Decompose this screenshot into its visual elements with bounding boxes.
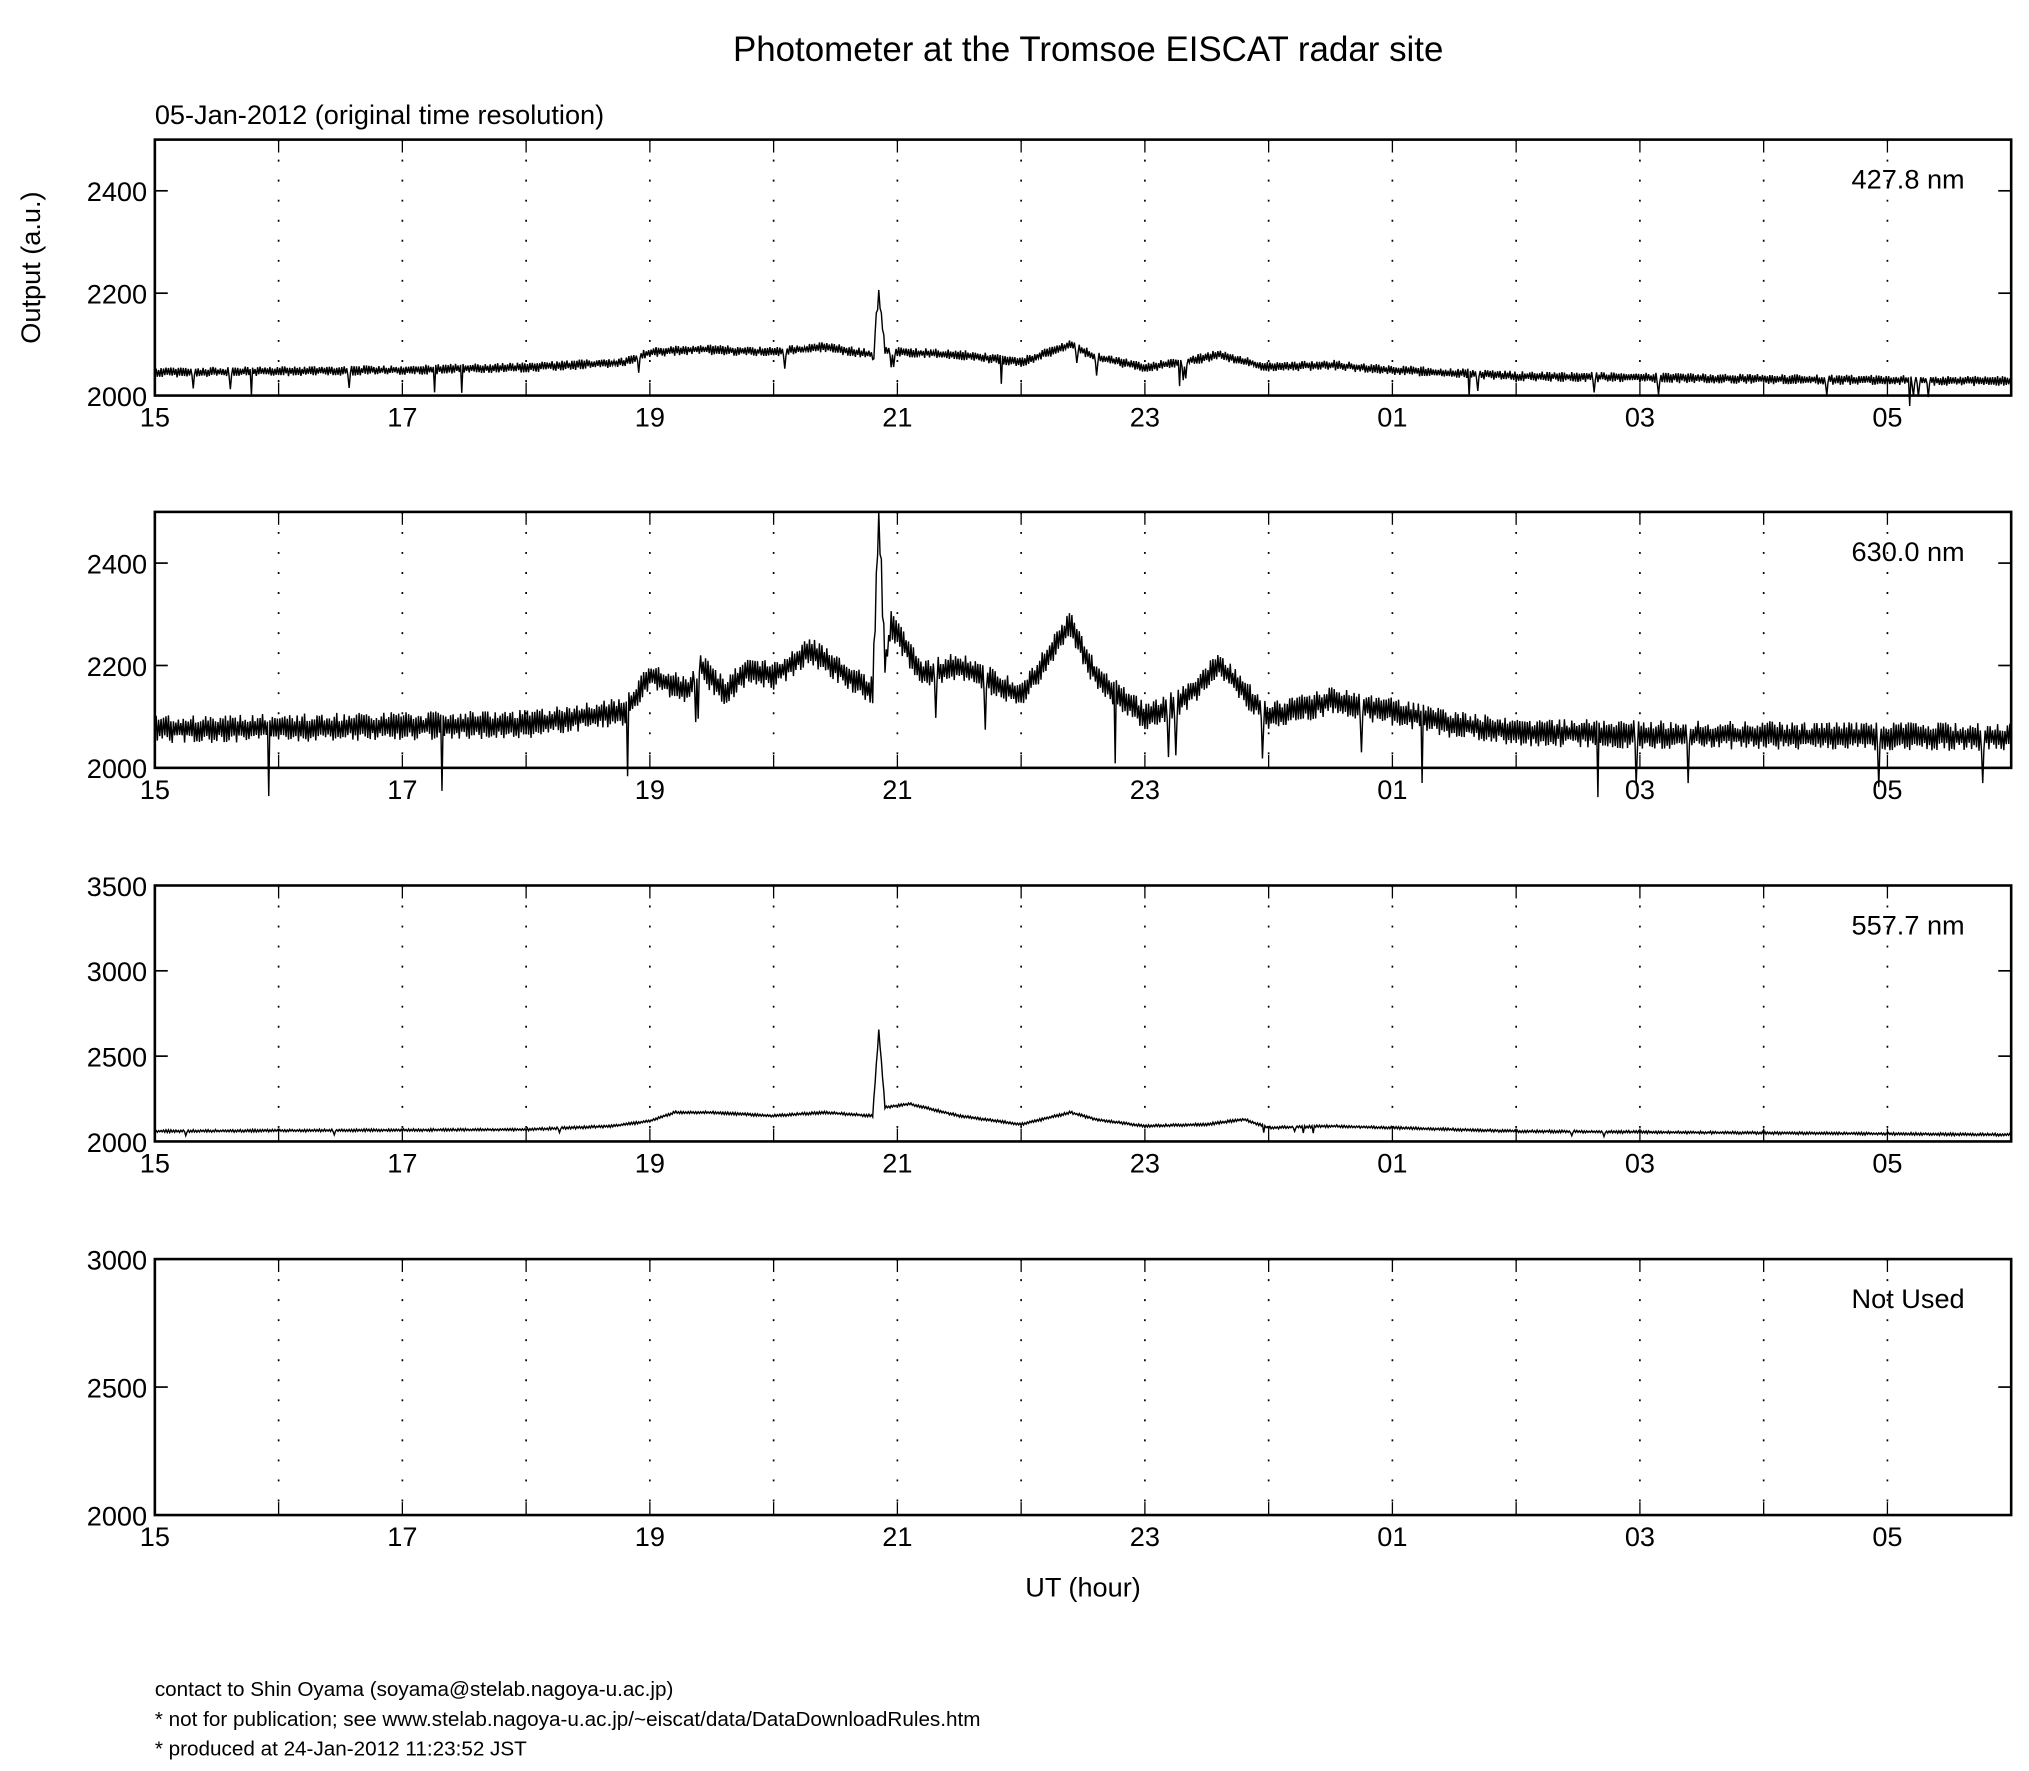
x-tick-label: 19 — [635, 402, 665, 433]
axes-frame — [153, 884, 2013, 1143]
series-line-557-7-nm — [154, 1029, 2012, 1139]
axes-frame — [153, 1257, 2013, 1517]
y-tick-label: 2500 — [87, 1372, 147, 1403]
x-tick-label: 03 — [1625, 774, 1655, 805]
panel-label: Not Used — [1852, 1283, 1965, 1314]
x-tick-label: 23 — [1130, 1147, 1160, 1178]
x-tick-label: 05 — [1872, 402, 1902, 433]
x-tick-label: 03 — [1625, 1147, 1655, 1178]
y-tick-label: 2000 — [87, 1127, 147, 1158]
x-tick-label: 17 — [387, 1521, 417, 1552]
x-axis-label: UT (hour) — [1025, 1571, 1141, 1602]
x-tick-label: 01 — [1377, 774, 1407, 805]
x-tick-label: 01 — [1377, 1521, 1407, 1552]
y-tick-label: 2400 — [87, 176, 147, 207]
panel-label: 557.7 nm — [1852, 910, 1965, 941]
y-tick-label: 2000 — [87, 381, 147, 412]
x-tick-label: 19 — [635, 774, 665, 805]
y-tick-label: 2000 — [87, 753, 147, 784]
y-tick-label: 2000 — [87, 1500, 147, 1531]
panel-label: 427.8 nm — [1852, 164, 1965, 195]
x-tick-label: 19 — [635, 1521, 665, 1552]
chart-title: Photometer at the Tromsoe EISCAT radar s… — [733, 30, 1443, 69]
x-tick-label: 01 — [1377, 1147, 1407, 1178]
x-tick-label: 23 — [1130, 402, 1160, 433]
x-tick-label: 15 — [140, 774, 170, 805]
y-axis-label: Output (a.u.) — [15, 191, 46, 343]
x-tick-label: 15 — [140, 1521, 170, 1552]
footer-contact: contact to Shin Oyama (soyama@stelab.nag… — [155, 1678, 674, 1701]
x-tick-label: 03 — [1625, 1521, 1655, 1552]
x-tick-label: 05 — [1872, 774, 1902, 805]
x-tick-label: 03 — [1625, 402, 1655, 433]
y-tick-label: 2200 — [87, 279, 147, 310]
y-tick-label: 2500 — [87, 1041, 147, 1072]
x-tick-label: 17 — [387, 774, 417, 805]
x-tick-label: 19 — [635, 1147, 665, 1178]
y-tick-label: 3500 — [87, 871, 147, 902]
y-tick-label: 3000 — [87, 956, 147, 987]
y-tick-label: 2400 — [87, 548, 147, 579]
x-tick-label: 21 — [882, 774, 912, 805]
series-line-630-0-nm — [154, 511, 2012, 798]
x-tick-label: 21 — [882, 1521, 912, 1552]
x-tick-label: 23 — [1130, 1521, 1160, 1552]
x-tick-label: 23 — [1130, 774, 1160, 805]
x-tick-label: 05 — [1872, 1147, 1902, 1178]
x-tick-label: 21 — [882, 1147, 912, 1178]
series-line-427-8-nm — [154, 290, 2012, 406]
x-tick-label: 17 — [387, 1147, 417, 1178]
x-tick-label: 17 — [387, 402, 417, 433]
footer-produced: * produced at 24-Jan-2012 11:23:52 JST — [155, 1737, 527, 1760]
x-tick-label: 01 — [1377, 402, 1407, 433]
axes-frame — [153, 510, 2013, 770]
y-tick-label: 2200 — [87, 651, 147, 682]
x-tick-label: 21 — [882, 402, 912, 433]
y-tick-label: 3000 — [87, 1244, 147, 1275]
footer-notice: * not for publication; see www.stelab.na… — [155, 1708, 981, 1731]
x-tick-label: 15 — [140, 1147, 170, 1178]
axes-frame — [153, 138, 2013, 397]
panel-label: 630.0 nm — [1852, 536, 1965, 567]
x-tick-label: 15 — [140, 402, 170, 433]
chart-subtitle: 05-Jan-2012 (original time resolution) — [155, 99, 604, 130]
x-tick-label: 05 — [1872, 1521, 1902, 1552]
